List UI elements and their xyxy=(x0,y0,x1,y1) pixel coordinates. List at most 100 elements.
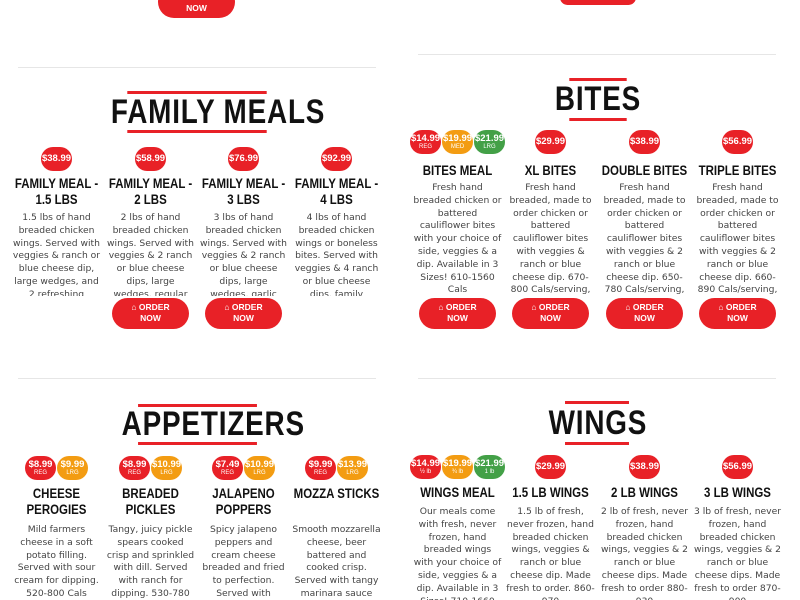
price-badge: $7.49 REG xyxy=(212,456,243,480)
price-value: $13.99 xyxy=(337,458,368,470)
order-now-button[interactable]: ⌂ ORDER NOW xyxy=(606,298,683,329)
section-title-bites: BITES xyxy=(553,78,643,121)
menu-item-title: WINGS MEAL xyxy=(409,485,505,501)
price-badges: $9.99 REG $13.99 LRG xyxy=(290,456,383,480)
menu-item-title: DOUBLE BITES xyxy=(596,163,692,179)
shopping-bag-icon: ⌂ xyxy=(438,302,446,312)
title-bar xyxy=(127,91,267,94)
section-title-text: BITES xyxy=(554,80,642,118)
title-line: 2 LBS xyxy=(134,192,167,207)
order-label: ORDER NOW xyxy=(632,302,664,323)
title-line: FAMILY MEAL - xyxy=(294,176,379,191)
order-now-button[interactable]: ⌂ ORDER NOW xyxy=(512,298,589,329)
title-line: JALAPENO xyxy=(212,486,275,501)
section-title-family-meals: FAMILY MEALS xyxy=(111,91,324,133)
price-size: MED xyxy=(450,143,465,150)
price-badges: $29.99 xyxy=(504,455,597,479)
title-line: 4 LBS xyxy=(320,192,353,207)
price-value: $21.99 xyxy=(474,132,505,144)
menu-item-title: JALAPENO POPPERS xyxy=(195,486,291,518)
price-badge: $19.99 MED xyxy=(442,130,473,154)
title-line: 2 LB WINGS xyxy=(611,485,678,500)
price-size: ¾ lb xyxy=(451,468,464,475)
price-value: $38.99 xyxy=(629,461,660,472)
price-badges: $14.99 ½ lb $19.99 ¾ lb $21.99 1 lb xyxy=(410,455,505,479)
price-value: $19.99 xyxy=(442,132,473,144)
menu-item-title: CHEESE PEROGIES xyxy=(8,486,104,518)
price-badge: $56.99 xyxy=(722,130,753,154)
price-value: $8.99 xyxy=(28,458,53,470)
price-value: $19.99 xyxy=(442,457,473,469)
menu-item-title: FAMILY MEAL -3 LBS xyxy=(195,176,291,208)
price-value: $58.99 xyxy=(135,153,166,164)
title-line: 3 LB WINGS xyxy=(704,485,771,500)
title-line: BREADED xyxy=(122,486,179,501)
price-badges: $7.49 REG $10.99 LRG xyxy=(197,456,290,480)
menu-item-description: Mild farmers cheese in a soft potato fil… xyxy=(14,524,99,599)
order-now-button[interactable]: ⌂ ORDER NOW xyxy=(112,298,189,329)
price-value: $8.99 xyxy=(122,458,147,470)
title-line: BITES MEAL xyxy=(422,163,493,178)
price-badges: $8.99 REG $9.99 LRG xyxy=(10,456,103,480)
section-title-text: APPETIZERS xyxy=(121,405,305,443)
price-size: LRG xyxy=(160,469,173,476)
menu-item-description: Spicy jalapeno peppers and cream cheese … xyxy=(202,524,285,599)
menu-item-description: 1.5 lbs of hand breaded chicken wings. S… xyxy=(12,212,101,296)
order-label: ORDER NOW xyxy=(538,302,570,323)
menu-item-description: Fresh hand breaded, made to order chicke… xyxy=(603,182,686,296)
price-badge: $58.99 xyxy=(135,147,166,171)
price-size: REG xyxy=(127,469,141,476)
price-value: $38.99 xyxy=(629,136,660,147)
price-badges: $38.99 xyxy=(598,130,691,154)
price-value: $56.99 xyxy=(722,461,753,472)
menu-item-description: 3 lbs of hand breaded chicken wings. Ser… xyxy=(200,212,287,296)
order-now-button[interactable]: ⌂ ORDER NOW xyxy=(419,298,496,329)
section-title-appetizers: APPETIZERS xyxy=(122,404,304,445)
title-line: CHEESE xyxy=(32,486,81,501)
price-badge: $9.99 LRG xyxy=(57,456,88,480)
menu-item-description: Fresh hand breaded, made to order chicke… xyxy=(509,182,592,296)
price-badge: $21.99 1 lb xyxy=(474,455,505,479)
price-badges: $58.99 xyxy=(104,147,197,171)
title-bar xyxy=(127,130,267,133)
price-badge: $38.99 xyxy=(629,130,660,154)
price-value: $14.99 xyxy=(410,457,441,469)
menu-item-title: 3 LB WINGS xyxy=(689,485,785,501)
order-label: ORDER NOW xyxy=(231,302,263,323)
divider xyxy=(418,54,776,55)
menu-item-title: FAMILY MEAL -2 LBS xyxy=(102,176,198,208)
section-title-text: WINGS xyxy=(548,404,648,442)
price-value: $7.49 xyxy=(215,458,240,470)
menu-item-title: 1.5 LB WINGS xyxy=(502,485,598,501)
price-value: $29.99 xyxy=(535,136,566,147)
order-now-button[interactable]: ⌂ ORDER NOW xyxy=(699,298,776,329)
title-line: FAMILY MEAL - xyxy=(201,176,286,191)
title-bar xyxy=(138,404,257,407)
order-button-label: NOW xyxy=(186,3,207,13)
title-line: PEROGIES xyxy=(26,502,87,517)
title-line: POPPERS xyxy=(215,502,272,517)
top-right-order-button[interactable] xyxy=(560,0,636,5)
price-size: LRG xyxy=(66,469,79,476)
price-value: $9.99 xyxy=(60,458,85,470)
price-badge: $14.99 ½ lb xyxy=(410,455,441,479)
price-badges: $92.99 xyxy=(290,147,383,171)
shopping-bag-icon: ⌂ xyxy=(131,302,139,312)
menu-item-description: Tangy, juicy pickle spears cooked crisp … xyxy=(106,524,195,599)
title-bar xyxy=(138,442,257,445)
menu-item-title: TRIPLE BITES xyxy=(689,163,785,179)
price-value: $14.99 xyxy=(410,132,441,144)
order-now-button[interactable]: ⌂ ORDER NOW xyxy=(205,298,282,329)
menu-item-description: Fresh hand breaded chicken or battered c… xyxy=(413,182,502,296)
price-badge: $10.99 LRG xyxy=(244,456,275,480)
price-badge: $38.99 xyxy=(629,455,660,479)
menu-item-description: 2 lbs of hand breaded chicken wings. Ser… xyxy=(107,212,194,296)
top-order-button[interactable]: NOW xyxy=(158,0,235,18)
price-value: $10.99 xyxy=(244,458,275,470)
title-bar xyxy=(569,78,627,81)
title-line: MOZZA STICKS xyxy=(293,486,380,501)
price-value: $10.99 xyxy=(151,458,182,470)
menu-item-title: BREADED PICKLES xyxy=(102,486,198,518)
title-bar xyxy=(565,401,629,404)
menu-item-description: 3 lb of fresh, never frozen, hand breade… xyxy=(693,506,782,600)
